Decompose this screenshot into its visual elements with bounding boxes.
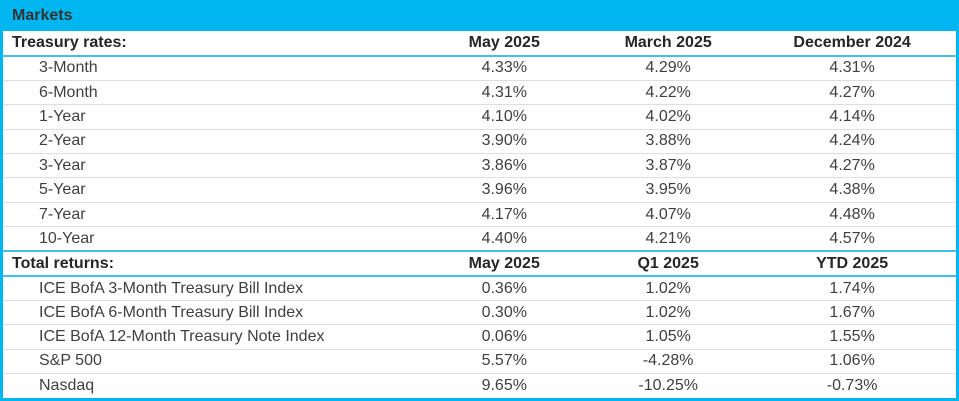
- cell-value: 4.22%: [588, 80, 749, 106]
- table-title: Markets: [12, 6, 73, 24]
- cell-value: -0.73%: [826, 377, 878, 395]
- cell-value: 4.02%: [588, 104, 749, 130]
- table-row: 2-Year 3.90% 3.88% 4.24%: [3, 129, 956, 155]
- row-label: 5-Year: [3, 177, 421, 203]
- markets-table: Treasury rates: May 2025 March 2025 Dece…: [3, 31, 956, 398]
- cell-value: 9.65%: [481, 377, 527, 395]
- table-title-bar: Markets: [3, 0, 956, 31]
- column-header: May 2025: [420, 250, 589, 278]
- table-row: 10-Year 4.40% 4.21% 4.57%: [3, 226, 956, 252]
- section-header-row-treasury-rates: Treasury rates: May 2025 March 2025 Dece…: [3, 31, 956, 57]
- cell-value: 4.48%: [748, 202, 956, 228]
- column-header: Q1 2025: [588, 250, 749, 278]
- cell-value: 4.10%: [420, 104, 589, 130]
- cell-value: 1.02%: [588, 300, 749, 326]
- cell-value: 4.07%: [588, 202, 749, 228]
- table-row: 3-Year 3.86% 3.87% 4.27%: [3, 153, 956, 179]
- table-row: 5-Year 3.96% 3.95% 4.38%: [3, 177, 956, 203]
- cell-value: 0.36%: [420, 276, 589, 302]
- cell-value: 4.40%: [420, 226, 589, 252]
- cell-value: 5.57%: [420, 349, 589, 375]
- row-label: 2-Year: [3, 129, 421, 155]
- row-label: 1-Year: [3, 104, 421, 130]
- row-label: ICE BofA 6-Month Treasury Bill Index: [3, 300, 421, 326]
- table-row: S&P 500 5.57% -4.28% 1.06%: [3, 349, 956, 375]
- cell-value: 4.38%: [748, 177, 956, 203]
- row-label: 3-Month: [3, 56, 421, 81]
- cell-value: 4.33%: [420, 56, 589, 81]
- cell-value: 3.88%: [588, 129, 749, 155]
- cell-value: 4.57%: [748, 226, 956, 252]
- table-row: ICE BofA 12-Month Treasury Note Index 0.…: [3, 324, 956, 350]
- cell-value: 3.95%: [588, 177, 749, 203]
- cell-value: -10.25%: [638, 377, 698, 395]
- cell-value: 4.27%: [748, 153, 956, 179]
- row-label: 6-Month: [3, 80, 421, 106]
- cell-value: -4.28%: [588, 349, 749, 375]
- section-label: Total returns:: [3, 250, 421, 278]
- cell-value: 4.29%: [588, 56, 749, 81]
- cell-value: 4.27%: [748, 80, 956, 106]
- cell-value: 3.86%: [420, 153, 589, 179]
- cell-value: 0.30%: [420, 300, 589, 326]
- cell-value: 3.90%: [420, 129, 589, 155]
- table-row: Nasdaq 9.65% -10.25% -0.73%: [3, 374, 956, 398]
- section-label: Treasury rates:: [3, 31, 421, 57]
- column-header: May 2025: [420, 31, 589, 57]
- table-row: ICE BofA 3-Month Treasury Bill Index 0.3…: [3, 276, 956, 302]
- row-label: 10-Year: [3, 226, 421, 252]
- cell-value: 1.74%: [748, 276, 956, 302]
- cell-value: 1.05%: [588, 324, 749, 350]
- cell-value: 4.24%: [748, 129, 956, 155]
- cell-value: 1.67%: [748, 300, 956, 326]
- row-label: ICE BofA 12-Month Treasury Note Index: [3, 324, 421, 350]
- section-header-row-total-returns: Total returns: May 2025 Q1 2025 YTD 2025: [3, 250, 956, 278]
- cell-value: 1.06%: [748, 349, 956, 375]
- table-row: 6-Month 4.31% 4.22% 4.27%: [3, 80, 956, 106]
- row-label: Nasdaq: [39, 377, 95, 395]
- cell-value: 4.31%: [420, 80, 589, 106]
- column-header: YTD 2025: [748, 250, 956, 278]
- table-row: ICE BofA 6-Month Treasury Bill Index 0.3…: [3, 300, 956, 326]
- cell-value: 1.02%: [588, 276, 749, 302]
- cell-value: 3.96%: [420, 177, 589, 203]
- cell-value: 3.87%: [588, 153, 749, 179]
- column-header: December 2024: [748, 31, 956, 57]
- row-label: S&P 500: [3, 349, 421, 375]
- cell-value: 1.55%: [748, 324, 956, 350]
- row-label: 3-Year: [3, 153, 421, 179]
- column-header: March 2025: [588, 31, 749, 57]
- cell-value: 4.31%: [748, 56, 956, 81]
- cell-value: 4.17%: [420, 202, 589, 228]
- row-label: 7-Year: [3, 202, 421, 228]
- row-label: ICE BofA 3-Month Treasury Bill Index: [3, 276, 421, 302]
- cell-value: 0.06%: [420, 324, 589, 350]
- cell-value: 4.14%: [748, 104, 956, 130]
- table-row: 7-Year 4.17% 4.07% 4.48%: [3, 202, 956, 228]
- table-row: 3-Month 4.33% 4.29% 4.31%: [3, 56, 956, 81]
- table-row: 1-Year 4.10% 4.02% 4.14%: [3, 104, 956, 130]
- cell-value: 4.21%: [588, 226, 749, 252]
